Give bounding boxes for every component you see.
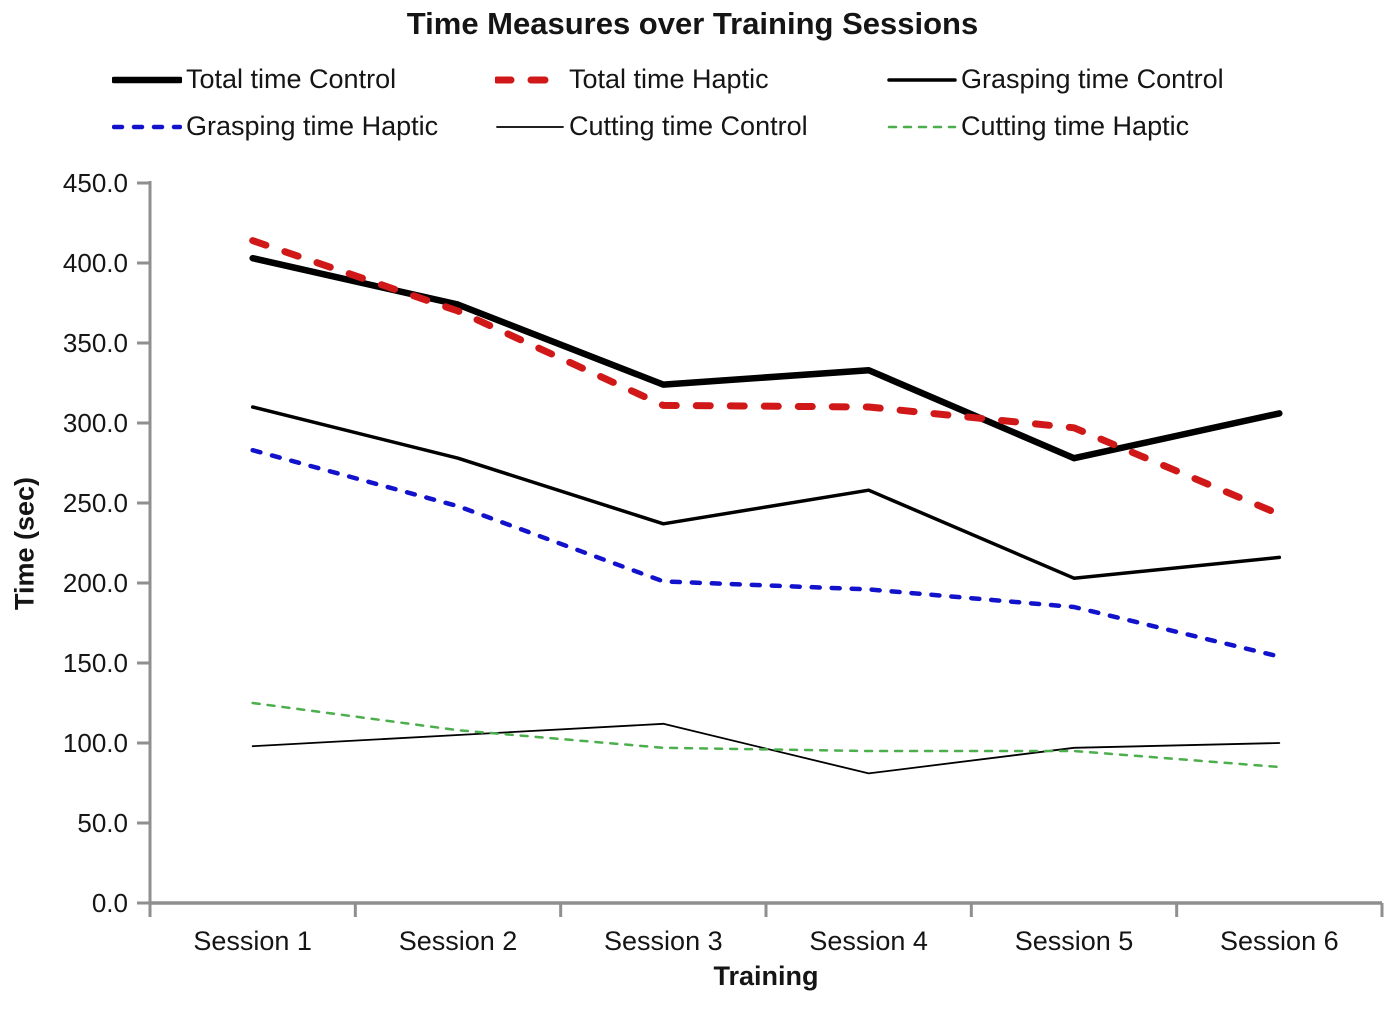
legend-item-cutting-time-haptic: Cutting time Haptic [887,111,1297,142]
x-tick-label: Session 2 [399,926,518,956]
y-axis-title: Time (sec) [9,476,40,611]
y-tick-label: 450.0 [63,168,128,198]
legend-swatch-grasping-time-control [887,77,957,82]
legend-label: Cutting time Haptic [961,111,1190,141]
series-line-grasping-time-haptic [250,447,1282,659]
x-tick-label: Session 1 [193,926,312,956]
x-tick-label: Session 4 [809,926,928,956]
legend-item-total-time-haptic: Total time Haptic [495,64,887,95]
legend-item-grasping-time-haptic: Grasping time Haptic [112,111,495,142]
legend-label: Total time Haptic [569,64,769,94]
legend-swatch-total-time-haptic [495,76,565,83]
series-line-total-time-haptic [249,237,1283,518]
y-tick-label: 300.0 [63,408,128,438]
series-line-cutting-time-haptic [251,701,1281,769]
y-tick-label: 400.0 [63,248,128,278]
legend: Total time Control Total time Haptic Grasp… [112,64,1297,142]
series-line-grasping-time-control [250,405,1282,580]
y-tick-label: 350.0 [63,328,128,358]
legend-swatch-cutting-time-haptic [887,125,957,128]
y-tick-label: 150.0 [63,648,128,678]
legend-label: Cutting time Control [569,111,808,141]
y-tick-label: 0.0 [92,888,128,918]
x-tick-label: Session 6 [1220,926,1339,956]
legend-item-grasping-time-control: Grasping time Control [887,64,1297,95]
legend-label: Grasping time Haptic [186,111,439,141]
legend-label: Total time Control [186,64,397,94]
legend-item-cutting-time-control: Cutting time Control [495,111,887,142]
y-tick-label: 200.0 [63,568,128,598]
y-tick-label: 100.0 [63,728,128,758]
legend-label: Grasping time Control [961,64,1224,94]
legend-swatch-total-time-control [112,76,182,83]
chart-title: Time Measures over Training Sessions [406,6,979,41]
x-axis-title: Training [713,961,819,991]
x-tick-label: Session 3 [604,926,723,956]
legend-item-total-time-control: Total time Control [112,64,495,95]
series-line-total-time-control [249,254,1283,462]
y-tick-label: 50.0 [77,808,128,838]
y-tick-label: 250.0 [63,488,128,518]
legend-swatch-cutting-time-control [496,125,564,128]
x-tick-label: Session 5 [1015,926,1134,956]
